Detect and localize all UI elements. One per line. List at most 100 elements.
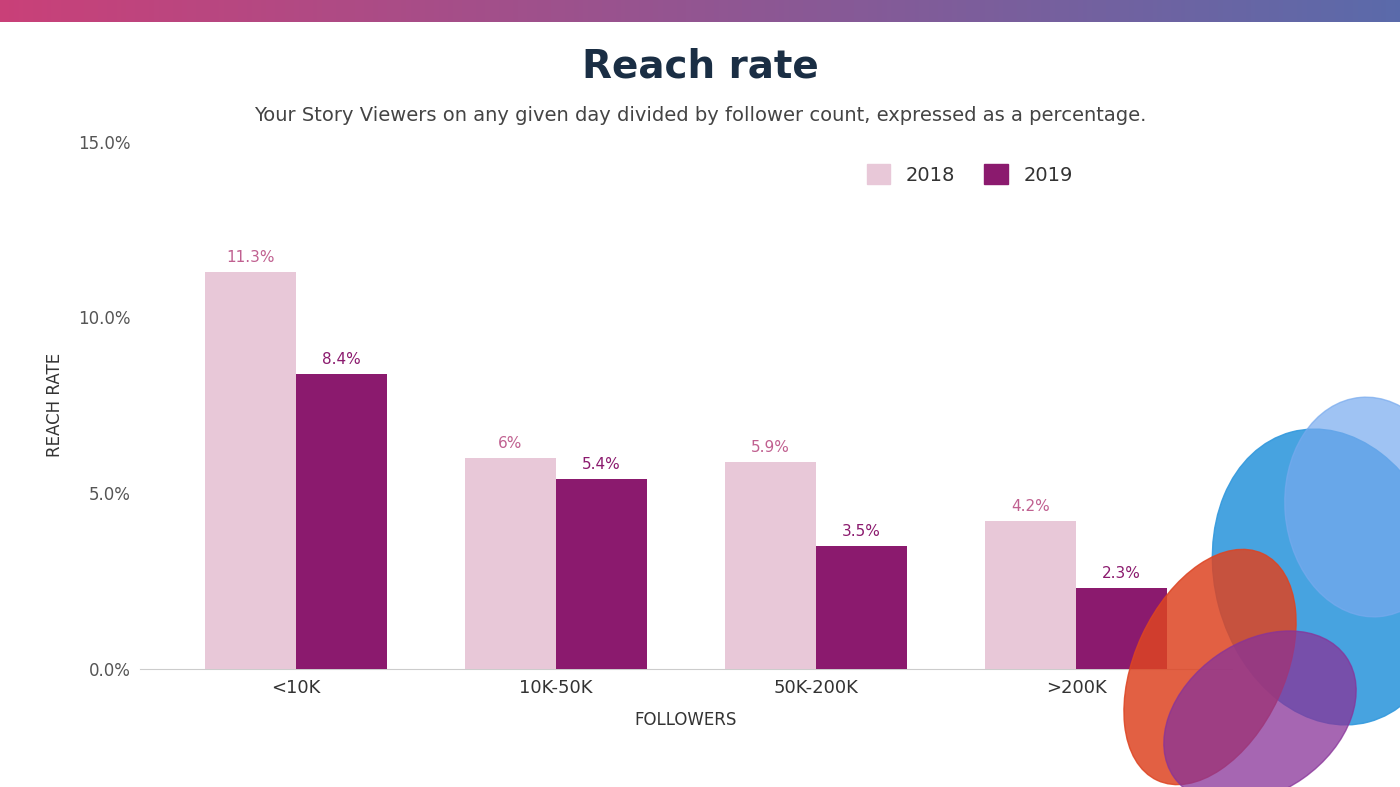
Bar [1138, 0, 1144, 22]
Bar [430, 0, 434, 22]
Bar [990, 0, 994, 22]
Bar [1082, 0, 1088, 22]
Bar [1250, 0, 1256, 22]
Bar [546, 0, 550, 22]
Bar [28, 0, 32, 22]
Bar [102, 0, 108, 22]
Bar [308, 0, 312, 22]
Bar [360, 0, 364, 22]
Bar [812, 0, 816, 22]
Bar [210, 0, 214, 22]
Bar [144, 0, 150, 22]
Text: Your Story Viewers on any given day divided by follower count, expressed as a pe: Your Story Viewers on any given day divi… [253, 106, 1147, 125]
Text: 2.3%: 2.3% [1102, 566, 1141, 581]
Bar [574, 0, 578, 22]
Bar [1396, 0, 1400, 22]
Bar [564, 0, 570, 22]
Bar [822, 0, 826, 22]
Bar [696, 0, 700, 22]
Bar [550, 0, 556, 22]
Bar [700, 0, 704, 22]
X-axis label: FOLLOWERS: FOLLOWERS [634, 711, 738, 729]
Bar [612, 0, 616, 22]
Bar [466, 0, 472, 22]
Bar [1372, 0, 1376, 22]
Bar [388, 0, 392, 22]
Bar [616, 0, 620, 22]
Bar [200, 0, 206, 22]
Bar [592, 0, 598, 22]
Bar [322, 0, 326, 22]
Bar [228, 0, 234, 22]
Bar [714, 0, 718, 22]
Bar [204, 272, 295, 669]
Bar [1232, 0, 1236, 22]
Bar [1306, 0, 1312, 22]
Bar [756, 0, 760, 22]
Bar [1102, 0, 1106, 22]
Bar [1022, 0, 1026, 22]
Bar [262, 0, 266, 22]
Bar [584, 0, 588, 22]
Text: 5.9%: 5.9% [750, 439, 790, 455]
Bar [434, 0, 438, 22]
Bar [438, 0, 444, 22]
Bar [94, 0, 98, 22]
Bar [658, 0, 662, 22]
Bar [1390, 0, 1396, 22]
Bar [578, 0, 584, 22]
Bar [172, 0, 178, 22]
Bar [522, 0, 528, 22]
Bar [350, 0, 354, 22]
Bar [1242, 0, 1246, 22]
Bar [766, 0, 770, 22]
Bar [956, 0, 962, 22]
Bar [886, 0, 892, 22]
Bar [798, 0, 802, 22]
Bar [1116, 0, 1120, 22]
Text: IQ: IQ [1142, 713, 1182, 746]
Bar [872, 0, 878, 22]
Bar [192, 0, 196, 22]
Bar [1284, 0, 1288, 22]
Bar [66, 0, 70, 22]
Ellipse shape [1285, 397, 1400, 617]
Bar [1312, 0, 1316, 22]
Bar [1026, 0, 1032, 22]
Ellipse shape [1124, 549, 1296, 785]
Bar [1298, 0, 1302, 22]
Text: 5.4%: 5.4% [582, 457, 620, 472]
Bar [158, 0, 164, 22]
Bar [18, 0, 24, 22]
Ellipse shape [1212, 429, 1400, 725]
Bar [32, 0, 38, 22]
Bar [1032, 0, 1036, 22]
Bar [462, 0, 466, 22]
Bar [816, 0, 822, 22]
Bar [966, 0, 970, 22]
Bar [882, 0, 886, 22]
Bar [1246, 0, 1250, 22]
Bar [1222, 0, 1228, 22]
Bar [402, 0, 406, 22]
Bar [122, 0, 126, 22]
Bar [112, 0, 116, 22]
Bar [1162, 0, 1166, 22]
Bar [1148, 0, 1152, 22]
Bar [986, 521, 1077, 669]
Bar [1368, 0, 1372, 22]
Bar [186, 0, 192, 22]
Bar [98, 0, 102, 22]
Bar [850, 0, 854, 22]
Bar [654, 0, 658, 22]
Bar [1046, 0, 1050, 22]
Bar [270, 0, 276, 22]
Bar [634, 0, 640, 22]
Bar [1288, 0, 1292, 22]
Bar [452, 0, 458, 22]
Bar [1256, 0, 1260, 22]
Bar [924, 0, 928, 22]
Bar [774, 0, 780, 22]
Bar [536, 0, 542, 22]
Bar [1018, 0, 1022, 22]
